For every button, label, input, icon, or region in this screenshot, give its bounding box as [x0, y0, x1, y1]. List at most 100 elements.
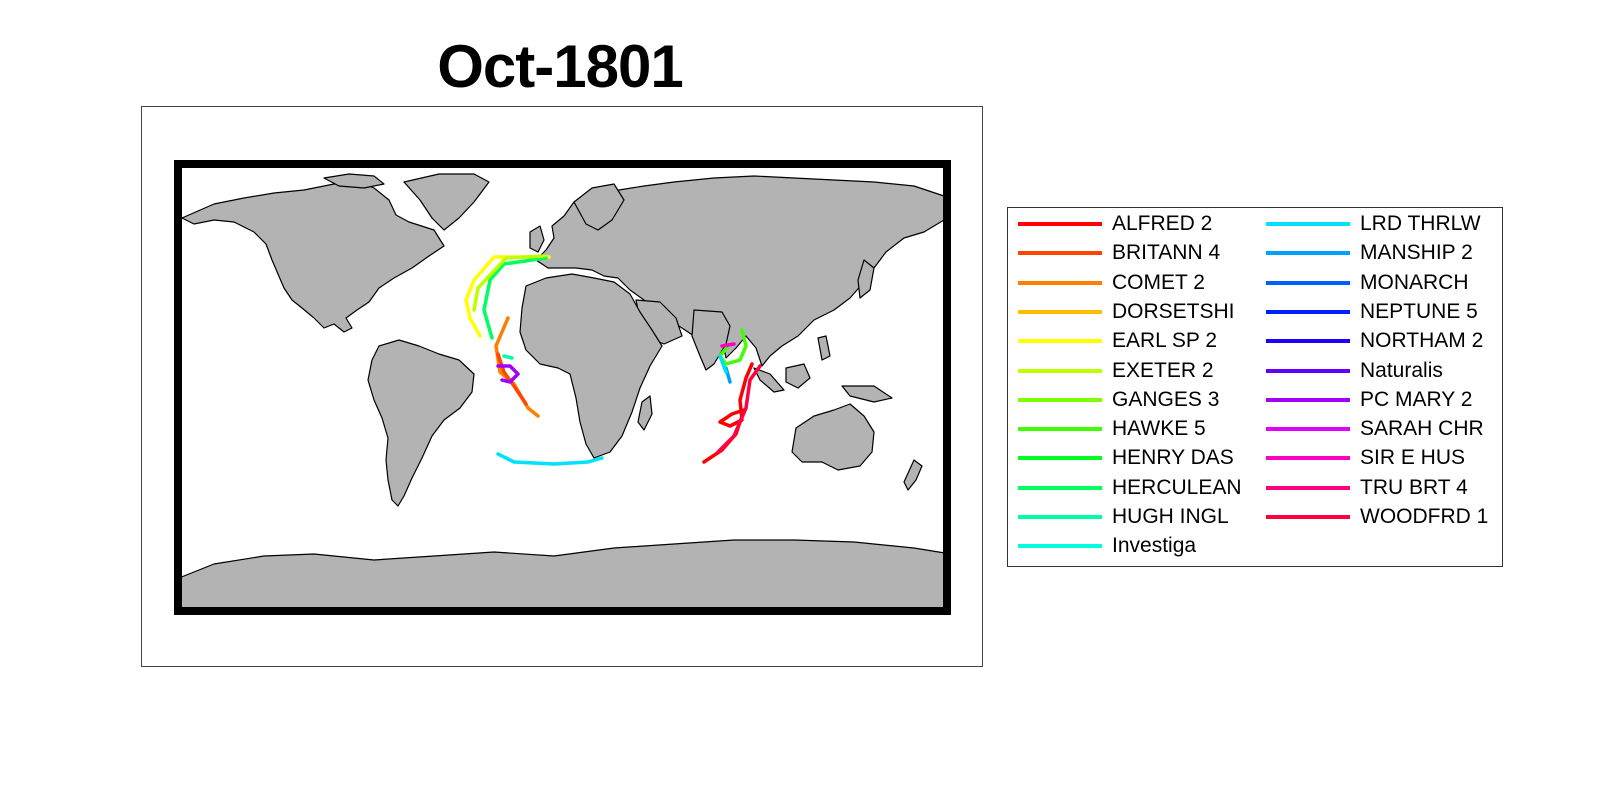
legend: ALFRED 2 BRITANN 4 COMET 2 DORSETSHI EARL SP… [1007, 207, 1503, 567]
legend-swatch [1018, 251, 1102, 256]
legend-label: EARL SP 2 [1112, 329, 1218, 353]
legend-swatch [1266, 251, 1350, 256]
legend-label: COMET 2 [1112, 270, 1205, 294]
legend-label: TRU BRT 4 [1360, 475, 1468, 499]
world-map [174, 160, 951, 615]
track-britann-4 [496, 352, 528, 406]
track-pc-mary-2 [496, 364, 520, 384]
track-exeter-2 [472, 254, 546, 312]
legend-swatch [1266, 427, 1350, 432]
legend-label: SIR E HUS [1360, 446, 1466, 470]
legend-item: BRITANN 4 [1018, 239, 1220, 267]
land-new-zealand [903, 459, 923, 491]
legend-item: ALFRED 2 [1018, 210, 1212, 238]
legend-item: WOODFRD 1 [1266, 503, 1488, 531]
legend-swatch [1018, 222, 1102, 226]
track-earl-sp-2 [464, 255, 551, 338]
land-south-america [367, 339, 475, 507]
land-greenland [403, 173, 490, 231]
legend-label: NORTHAM 2 [1360, 329, 1484, 353]
land-africa [519, 273, 663, 459]
legend-swatch [1266, 368, 1350, 373]
legend-item: PC MARY 2 [1266, 386, 1472, 414]
legend-swatch [1266, 280, 1350, 285]
legend-item: Investiga [1018, 532, 1196, 560]
legend-swatch [1018, 368, 1102, 373]
track-investiga [718, 354, 728, 374]
land-antarctica [174, 539, 951, 615]
land-scandinavia [573, 183, 625, 231]
legend-item: SIR E HUS [1266, 444, 1465, 472]
legend-label: HUGH INGL [1112, 505, 1229, 528]
legend-item: SARAH CHR [1266, 415, 1484, 443]
legend-item: MONARCH [1266, 269, 1469, 297]
legend-item: COMET 2 [1018, 269, 1205, 297]
track-woodfrd-1 [716, 364, 762, 454]
land-sumatra [753, 367, 785, 393]
legend-label: WOODFRD 1 [1360, 505, 1489, 528]
map-frame [174, 160, 951, 615]
legend-swatch [1018, 397, 1102, 402]
legend-item: HAWKE 5 [1018, 415, 1206, 443]
legend-label: PC MARY 2 [1360, 387, 1473, 411]
track-hugh-ingl [502, 354, 514, 360]
legend-swatch [1266, 309, 1350, 314]
legend-item: NORTHAM 2 [1266, 327, 1483, 355]
legend-item: GANGES 3 [1018, 386, 1219, 414]
legend-swatch [1266, 222, 1350, 226]
legend-swatch [1018, 309, 1102, 314]
legend-label: NEPTUNE 5 [1360, 299, 1478, 323]
track-lrd-thrlw [496, 452, 604, 466]
legend-item: EXETER 2 [1018, 357, 1214, 385]
legend-swatch [1018, 515, 1102, 519]
legend-item: EARL SP 2 [1018, 327, 1217, 355]
land-japan [857, 259, 875, 299]
legend-item: Naturalis [1266, 357, 1443, 385]
legend-swatch [1018, 339, 1102, 344]
legend-label: Naturalis [1360, 358, 1443, 382]
track-hawke-5 [718, 328, 748, 366]
legend-swatch [1266, 397, 1350, 402]
legend-label: HERCULEAN [1112, 475, 1242, 499]
land-masses [174, 173, 951, 615]
legend-label: BRITANN 4 [1112, 241, 1221, 265]
land-borneo [785, 363, 811, 389]
legend-swatch [1018, 544, 1102, 549]
legend-label: EXETER 2 [1112, 358, 1214, 382]
land-britain [529, 225, 545, 253]
legend-swatch [1018, 280, 1102, 285]
track-sir-e-hus [720, 342, 736, 348]
track-henry-das [482, 256, 548, 340]
legend-label: HAWKE 5 [1112, 417, 1206, 441]
legend-item: HENRY DAS [1018, 444, 1234, 472]
legend-item: LRD THRLW [1266, 210, 1481, 238]
land-eurasia [535, 175, 945, 367]
land-new-guinea [841, 385, 893, 403]
legend-label: SARAH CHR [1360, 417, 1484, 441]
legend-label: GANGES 3 [1112, 387, 1220, 411]
legend-label: Investiga [1112, 534, 1197, 558]
legend-swatch [1266, 485, 1350, 490]
legend-item: HUGH INGL [1018, 503, 1229, 531]
legend-swatch [1266, 456, 1350, 461]
ship-tracks [464, 254, 762, 466]
legend-swatch [1266, 515, 1350, 519]
legend-label: MONARCH [1360, 270, 1469, 294]
legend-swatch [1266, 339, 1350, 344]
legend-label: HENRY DAS [1112, 446, 1234, 470]
legend-item: NEPTUNE 5 [1266, 298, 1478, 326]
legend-label: MANSHIP 2 [1360, 241, 1473, 265]
land-madagascar [637, 395, 653, 431]
legend-label: ALFRED 2 [1112, 212, 1213, 235]
legend-swatch [1018, 456, 1102, 461]
chart-title: Oct-1801 [437, 33, 683, 100]
land-india [691, 309, 731, 371]
legend-item: DORSETSHI [1018, 298, 1235, 326]
land-australia [791, 403, 875, 471]
legend-label: LRD THRLW [1360, 212, 1481, 235]
legend-item: TRU BRT 4 [1266, 474, 1468, 502]
legend-item: HERCULEAN [1018, 474, 1242, 502]
land-arctic-islands [323, 173, 385, 189]
legend-item: MANSHIP 2 [1266, 239, 1473, 267]
legend-swatch [1018, 427, 1102, 432]
